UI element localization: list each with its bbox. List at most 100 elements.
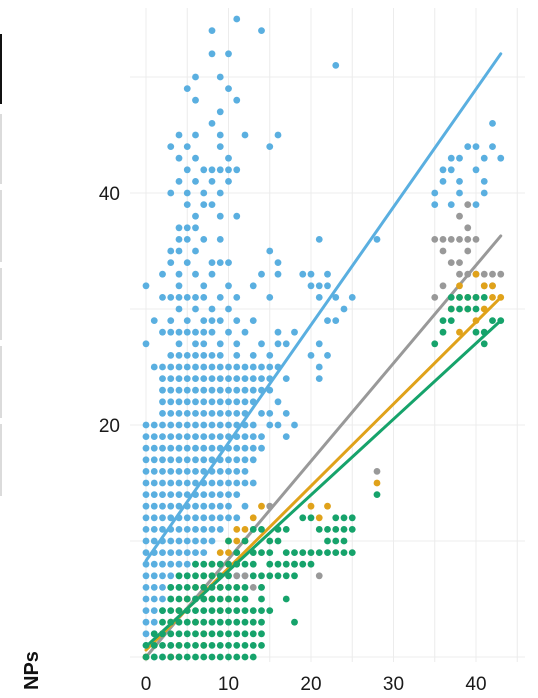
data-point bbox=[183, 653, 191, 661]
data-point bbox=[192, 340, 199, 348]
data-point bbox=[299, 514, 307, 522]
data-point bbox=[183, 421, 191, 429]
data-point bbox=[183, 549, 191, 556]
data-point bbox=[266, 294, 274, 301]
data-point bbox=[225, 282, 232, 290]
data-point bbox=[225, 433, 232, 440]
data-point bbox=[249, 375, 257, 382]
data-point bbox=[183, 491, 191, 498]
data-point bbox=[175, 410, 183, 417]
data-point bbox=[241, 584, 249, 591]
data-point bbox=[159, 479, 166, 487]
data-point bbox=[258, 584, 265, 591]
data-point bbox=[175, 491, 183, 498]
data-point bbox=[480, 305, 488, 313]
data-point bbox=[192, 224, 199, 232]
data-point bbox=[216, 514, 224, 522]
data-point bbox=[159, 410, 166, 417]
data-point bbox=[192, 642, 199, 649]
data-point bbox=[216, 468, 224, 475]
data-point bbox=[233, 630, 241, 638]
data-point bbox=[225, 502, 232, 510]
data-point bbox=[175, 537, 183, 545]
data-point bbox=[192, 131, 199, 139]
data-point bbox=[159, 468, 166, 475]
data-point bbox=[241, 433, 249, 440]
data-point bbox=[274, 526, 282, 533]
data-point bbox=[200, 444, 208, 452]
data-point bbox=[464, 143, 472, 151]
data-point bbox=[192, 491, 199, 498]
data-point bbox=[200, 352, 208, 359]
data-point bbox=[241, 131, 249, 139]
data-point bbox=[340, 305, 348, 313]
data-point bbox=[431, 201, 439, 209]
data-point bbox=[200, 294, 208, 301]
data-point bbox=[274, 398, 282, 406]
data-point bbox=[258, 630, 265, 638]
data-point bbox=[315, 526, 323, 533]
trend-line bbox=[144, 52, 503, 563]
data-point bbox=[258, 549, 265, 556]
data-point bbox=[150, 317, 158, 324]
data-point bbox=[142, 595, 150, 603]
data-point bbox=[225, 50, 232, 58]
data-point bbox=[472, 305, 480, 313]
data-point bbox=[183, 328, 191, 336]
data-point bbox=[315, 375, 323, 382]
data-point bbox=[233, 96, 241, 104]
data-point bbox=[274, 363, 282, 371]
data-point bbox=[150, 618, 158, 626]
data-point bbox=[142, 456, 150, 464]
data-point bbox=[200, 502, 208, 510]
data-point bbox=[175, 514, 183, 522]
data-point bbox=[274, 131, 282, 139]
data-point bbox=[225, 584, 232, 591]
data-point bbox=[208, 502, 216, 510]
data-point bbox=[299, 270, 307, 278]
data-point bbox=[225, 468, 232, 475]
data-point bbox=[159, 375, 166, 382]
data-point bbox=[192, 398, 199, 406]
data-point bbox=[266, 537, 274, 545]
data-point bbox=[225, 154, 232, 162]
data-point bbox=[208, 178, 216, 185]
data-point bbox=[431, 340, 439, 348]
data-point bbox=[183, 502, 191, 510]
data-point bbox=[241, 328, 249, 336]
data-point bbox=[175, 444, 183, 452]
data-point bbox=[299, 549, 307, 556]
data-point bbox=[183, 595, 191, 603]
data-point bbox=[200, 201, 208, 209]
data-point bbox=[258, 363, 265, 371]
data-point bbox=[159, 526, 166, 533]
data-point bbox=[258, 340, 265, 348]
data-point bbox=[150, 653, 158, 661]
data-point bbox=[225, 595, 232, 603]
data-point bbox=[175, 584, 183, 591]
data-point bbox=[150, 537, 158, 545]
data-point bbox=[456, 294, 463, 301]
data-point bbox=[249, 456, 257, 464]
data-point bbox=[307, 560, 315, 568]
data-point bbox=[233, 15, 241, 23]
data-point bbox=[233, 212, 241, 220]
data-point bbox=[150, 444, 158, 452]
data-point bbox=[150, 479, 158, 487]
data-point bbox=[183, 410, 191, 417]
data-point bbox=[183, 479, 191, 487]
data-point bbox=[241, 502, 249, 510]
data-point bbox=[183, 560, 191, 568]
data-point bbox=[142, 282, 150, 290]
data-point bbox=[200, 607, 208, 614]
data-point bbox=[208, 595, 216, 603]
data-point bbox=[225, 560, 232, 568]
data-point bbox=[489, 270, 496, 278]
data-point bbox=[159, 456, 166, 464]
data-point bbox=[216, 410, 224, 417]
data-point bbox=[183, 468, 191, 475]
data-point bbox=[208, 444, 216, 452]
data-point bbox=[249, 363, 257, 371]
data-point bbox=[200, 433, 208, 440]
trend-line bbox=[144, 319, 503, 649]
